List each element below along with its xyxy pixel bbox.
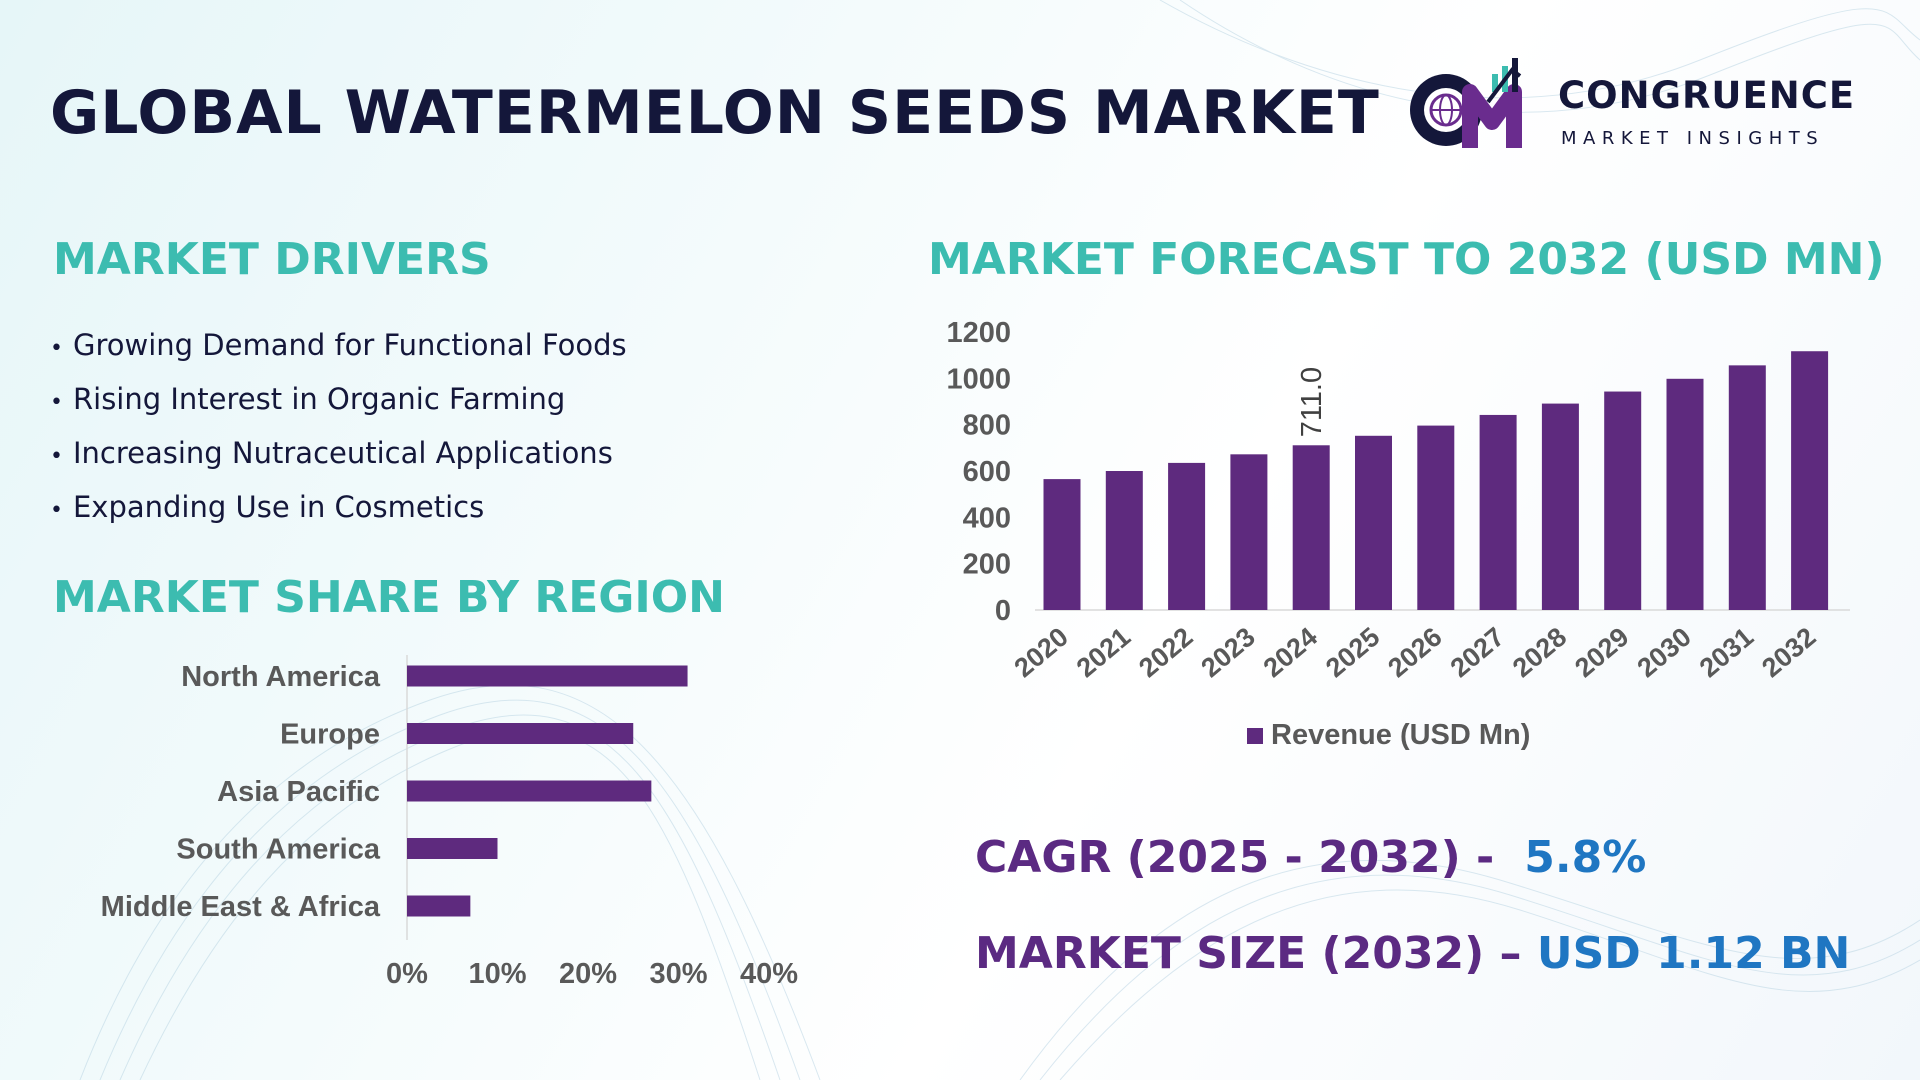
cagr-stat: CAGR (2025 - 2032) - 5.8% <box>975 832 1646 883</box>
bullet-icon: • <box>50 498 63 523</box>
region-category-label: Middle East & Africa <box>101 891 381 923</box>
region-bar <box>407 838 498 859</box>
forecast-y-tick-label: 200 <box>963 549 1011 581</box>
forecast-x-tick-label: 2023 <box>1195 622 1260 684</box>
region-category-label: North America <box>181 661 381 693</box>
forecast-data-label: 711.0 <box>1296 367 1328 437</box>
forecast-bar <box>1292 445 1330 610</box>
region-x-tick-label: 20% <box>559 958 617 990</box>
forecast-x-tick-label: 2021 <box>1071 622 1136 684</box>
forecast-bar <box>1666 378 1704 610</box>
region-bar <box>407 780 652 802</box>
forecast-bar <box>1479 414 1517 610</box>
forecast-y-tick-label: 600 <box>963 456 1011 488</box>
forecast-x-tick-label: 2026 <box>1382 622 1447 684</box>
forecast-bar <box>1168 462 1206 610</box>
forecast-bar <box>1230 454 1268 610</box>
forecast-bar <box>1791 351 1829 610</box>
forecast-bar <box>1417 425 1455 610</box>
driver-text: Increasing Nutraceutical Applications <box>72 436 613 470</box>
region-category-label: South America <box>176 834 380 866</box>
forecast-bar <box>1355 435 1392 610</box>
market-share-region-heading: MARKET SHARE BY REGION <box>53 572 725 623</box>
region-category-label: Europe <box>280 719 380 751</box>
driver-text: Expanding Use in Cosmetics <box>72 490 485 524</box>
legend-label: Revenue (USD Mn) <box>1271 719 1530 751</box>
company-logo: CONGRUENCE MARKET INSIGHTS <box>1400 52 1880 162</box>
forecast-y-tick-label: 400 <box>963 502 1011 534</box>
forecast-x-tick-label: 2031 <box>1694 622 1759 684</box>
market-size-label: MARKET SIZE (2032) – <box>975 928 1522 979</box>
market-size-stat: MARKET SIZE (2032) – USD 1.12 BN <box>975 928 1850 979</box>
bullet-icon: • <box>50 336 63 361</box>
forecast-x-tick-label: 2029 <box>1569 622 1634 684</box>
cagr-label: CAGR (2025 - 2032) - <box>975 832 1495 883</box>
forecast-y-tick-label: 0 <box>995 595 1011 627</box>
forecast-revenue-bar-chart: 0200400600800100012002020202120222023202… <box>946 317 1850 751</box>
region-bar <box>407 895 471 917</box>
legend-swatch <box>1247 728 1263 744</box>
logo-company-name: CONGRUENCE <box>1558 74 1856 117</box>
forecast-x-tick-label: 2024 <box>1258 622 1323 684</box>
region-x-tick-label: 40% <box>740 958 798 990</box>
driver-text: Growing Demand for Functional Foods <box>72 328 627 362</box>
forecast-bar <box>1043 479 1081 610</box>
region-category-label: Asia Pacific <box>217 776 380 808</box>
forecast-x-tick-label: 2020 <box>1009 622 1074 684</box>
forecast-y-tick-label: 1000 <box>946 363 1011 395</box>
page-title: GLOBAL WATERMELON SEEDS MARKET <box>50 78 1380 148</box>
bullet-icon: • <box>50 390 63 415</box>
forecast-x-tick-label: 2028 <box>1507 622 1572 684</box>
market-forecast-heading: MARKET FORECAST TO 2032 (USD MN) <box>928 234 1885 285</box>
forecast-x-tick-label: 2030 <box>1632 622 1697 684</box>
driver-item: • Rising Interest in Organic Farming <box>50 376 627 430</box>
forecast-bar <box>1728 365 1766 610</box>
market-size-value: USD 1.12 BN <box>1536 928 1851 979</box>
cagr-value: 5.8% <box>1524 832 1647 883</box>
forecast-bar <box>1604 391 1642 610</box>
forecast-bar <box>1105 471 1143 610</box>
region-share-bar-chart: North America Europe Asia Pacific South Ame… <box>101 655 798 990</box>
market-drivers-list: • Growing Demand for Functional Foods • Ri… <box>50 322 627 538</box>
driver-item: • Growing Demand for Functional Foods <box>50 322 627 376</box>
forecast-x-tick-label: 2027 <box>1445 622 1510 684</box>
region-x-tick-label: 0% <box>386 958 428 990</box>
driver-text: Rising Interest in Organic Farming <box>72 382 566 416</box>
forecast-x-tick-label: 2032 <box>1756 622 1821 684</box>
driver-item: • Expanding Use in Cosmetics <box>50 484 627 538</box>
forecast-x-tick-label: 2025 <box>1320 622 1385 684</box>
region-bar <box>407 723 634 744</box>
bullet-icon: • <box>50 444 63 469</box>
logo-tagline: MARKET INSIGHTS <box>1561 128 1825 149</box>
region-bar <box>407 665 688 687</box>
forecast-y-tick-label: 1200 <box>946 317 1011 349</box>
forecast-x-tick-label: 2022 <box>1133 622 1198 684</box>
region-x-tick-label: 10% <box>468 958 526 990</box>
market-drivers-heading: MARKET DRIVERS <box>53 234 491 285</box>
driver-item: • Increasing Nutraceutical Applications <box>50 430 627 484</box>
forecast-bar <box>1541 403 1579 610</box>
forecast-y-tick-label: 800 <box>963 410 1011 442</box>
region-x-tick-label: 30% <box>649 958 707 990</box>
cm-globe-logo-icon <box>1410 58 1522 148</box>
